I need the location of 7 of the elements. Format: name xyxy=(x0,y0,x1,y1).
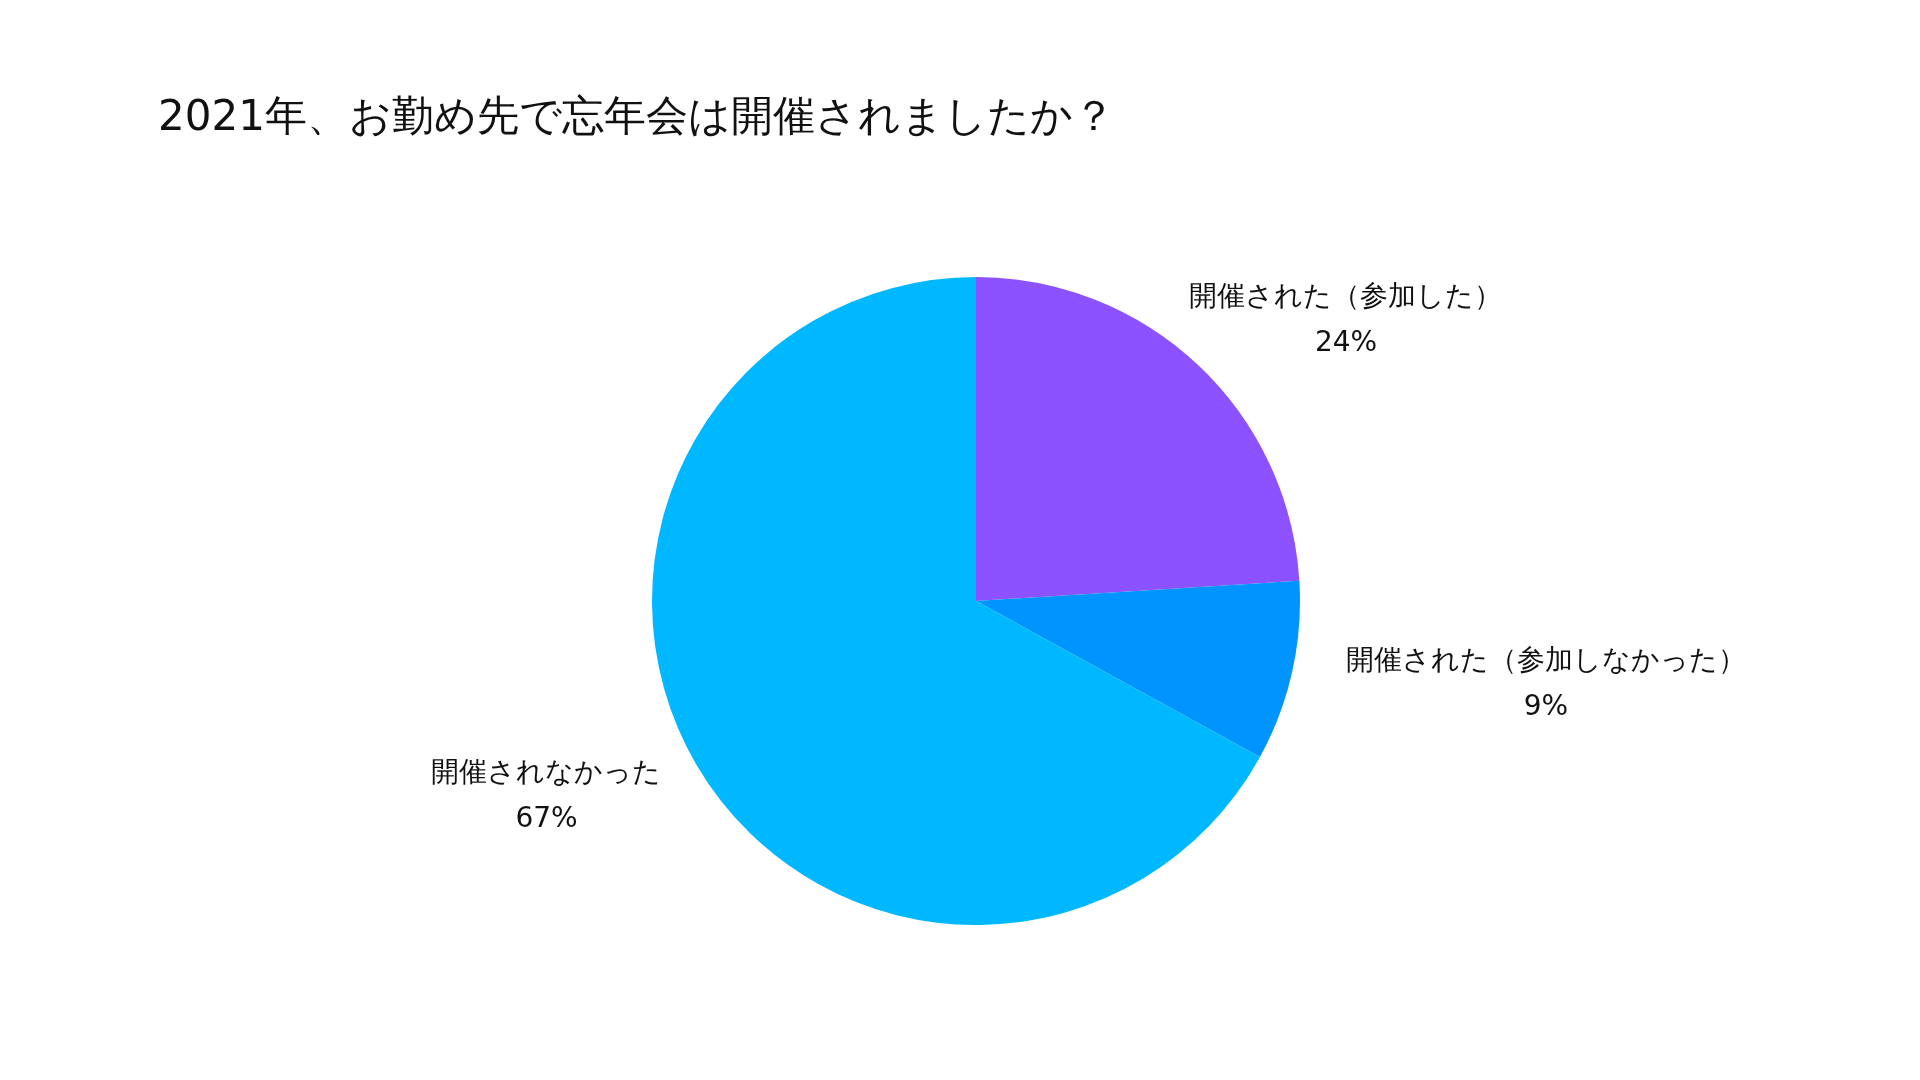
data-label: 9% xyxy=(1523,689,1569,723)
data-label: 24% xyxy=(1314,325,1378,359)
data-label: 67% xyxy=(515,800,578,834)
slice-label: 開催された（参加した） xyxy=(1189,279,1503,313)
slice-label: 開催された（参加しなかった） xyxy=(1345,643,1746,677)
slice-label: 開催されなかった xyxy=(431,754,662,788)
chart-title: 2021年、お勤め先で忘年会は開催されましたか？ xyxy=(158,90,1115,142)
